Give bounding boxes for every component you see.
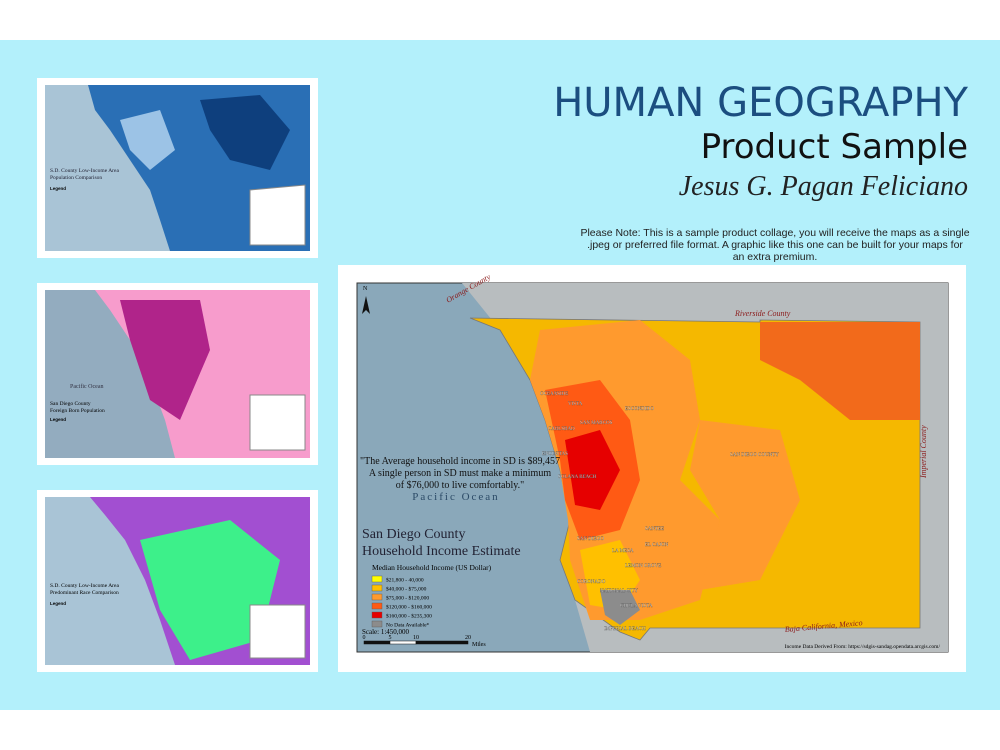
place-label: EL CAJON <box>645 543 669 548</box>
quote-line: of $76,000 to live comfortably." <box>396 480 524 491</box>
ocean-label: Pacific Ocean <box>70 383 103 390</box>
title: HUMAN GEOGRAPHY <box>553 80 968 126</box>
quote-line: A single person in SD must make a minimu… <box>369 468 551 479</box>
thumbnail: S.D. County Low-Income Area Population C… <box>37 78 318 258</box>
place-label: LEMON GROVE <box>625 564 661 569</box>
scale-segment <box>415 640 469 645</box>
author: Jesus G. Pagan Feliciano <box>679 171 968 202</box>
place-label: SOLANA BEACH <box>558 475 597 480</box>
legend-label: $40,000 - $75,000 <box>386 586 427 593</box>
legend-swatch <box>371 584 383 592</box>
legend-label: $120,000 - $160,000 <box>386 604 432 611</box>
map-title: S.D. County Low-Income Area <box>50 168 119 174</box>
note-line: Please Note: This is a sample product co… <box>580 227 969 239</box>
legend-label: $160,000 - $235,300 <box>386 613 432 620</box>
main-map: N "The Average household income in SD is… <box>338 265 966 672</box>
legend-label: No Data Available* <box>386 623 430 629</box>
place-label: CORONADO <box>577 580 606 585</box>
region <box>140 520 280 660</box>
note: Please Note: This is a sample product co… <box>580 227 969 263</box>
scale-segment <box>389 640 417 645</box>
north-arrow-icon <box>362 296 370 314</box>
place-label: CARLSBAD <box>548 427 575 432</box>
place-label: OCEANSIDE <box>540 392 568 397</box>
scale-unit: Miles <box>472 642 486 648</box>
map-title: Population Comparison <box>50 175 102 181</box>
zone <box>600 590 640 625</box>
legend-label: $21,800 - 40,000 <box>386 577 424 584</box>
inset <box>249 394 306 451</box>
scale-tick: 5 <box>389 635 392 641</box>
note-line: an extra premium. <box>733 251 818 263</box>
scale-tick: 0 <box>363 635 366 641</box>
legend: $21,800 - 40,000 $40,000 - $75,000 $75,000… <box>371 575 432 629</box>
place-label: IMPERIAL BEACH <box>604 627 646 632</box>
place-label: LA MESA <box>612 549 634 554</box>
scale-tick: 20 <box>465 635 471 641</box>
legend-swatch <box>371 575 383 583</box>
subtitle: Product Sample <box>701 127 968 167</box>
place-label: CHULA VISTA <box>620 604 653 609</box>
zone <box>760 322 920 420</box>
scale-tick: 10 <box>413 635 419 641</box>
inset <box>249 184 306 246</box>
region <box>120 300 210 420</box>
inset <box>249 604 306 659</box>
region-label: Imperial County <box>919 425 928 479</box>
legend-swatch <box>371 602 383 610</box>
map-title: Foreign Born Population <box>50 408 105 414</box>
place-label: SAN MARCOS <box>580 421 613 426</box>
north-arrow: N <box>363 286 368 292</box>
region <box>120 110 175 170</box>
region-label: Riverside County <box>734 309 791 318</box>
place-label: VISTA <box>568 402 583 407</box>
map-title: Predominant Race Comparison <box>50 590 119 596</box>
map-title: San Diego County <box>50 401 91 407</box>
thumbnail: S.D. County Low-Income Area Predominant … <box>37 490 318 672</box>
source: Income Data Derived From: https://sdgis-… <box>785 644 941 650</box>
map-title: Household Income Estimate <box>362 544 521 559</box>
place-label: NATIONAL CITY <box>600 589 638 594</box>
scale-segment <box>363 640 391 645</box>
quote-line: "The Average household income in SD is $… <box>360 456 560 467</box>
region <box>200 95 290 170</box>
place-label: SAN DIEGO COUNTY <box>730 453 779 458</box>
map-title: San Diego County <box>362 527 465 542</box>
thumbnail: Pacific Ocean San Diego County Foreign B… <box>37 283 318 465</box>
legend-title: Legend <box>50 417 66 422</box>
place-label: ESCONDIDO <box>625 407 654 412</box>
place-label: SANTEE <box>645 527 664 532</box>
zone <box>565 430 620 510</box>
legend-swatch <box>371 611 383 619</box>
quote: "The Average household income in SD is $… <box>360 456 560 491</box>
legend-title: Median Household Income (US Dollar) <box>372 563 492 572</box>
place-label: SAN DIEGO <box>577 537 604 542</box>
map-title: S.D. County Low-Income Area <box>50 583 119 589</box>
scale: Scale: 1:450,000 <box>362 628 410 636</box>
legend-swatch <box>371 620 383 628</box>
place-label: ENCINITAS <box>542 452 568 457</box>
legend-swatch <box>371 593 383 601</box>
legend-title: Legend <box>50 186 66 191</box>
legend-title: Legend <box>50 601 66 606</box>
ocean-label: Pacific Ocean <box>412 491 499 503</box>
zone <box>690 420 800 590</box>
note-line: .jpeg or preferred file format. A graphi… <box>587 239 963 251</box>
legend-label: $75,000 - $120,000 <box>386 595 429 602</box>
